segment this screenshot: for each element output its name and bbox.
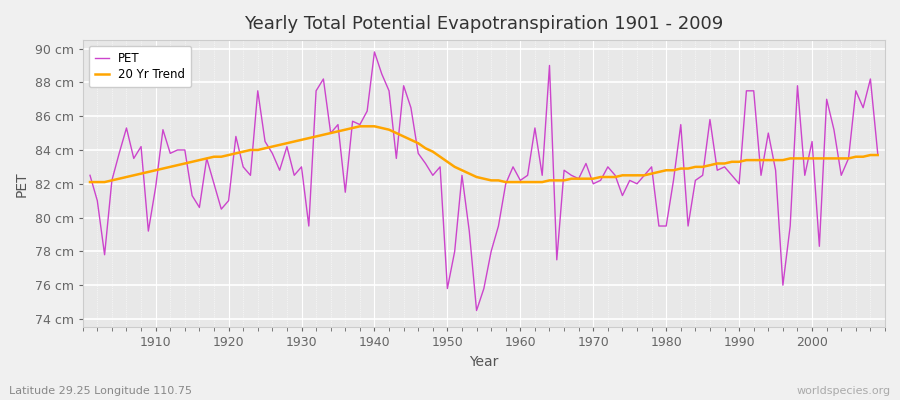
PET xyxy=(303,224,314,228)
20 Yr Trend xyxy=(522,180,533,184)
20 Yr Trend xyxy=(347,126,358,130)
Line: 20 Yr Trend: 20 Yr Trend xyxy=(90,126,878,182)
Text: worldspecies.org: worldspecies.org xyxy=(796,386,891,396)
PET xyxy=(529,126,540,130)
PET xyxy=(522,173,533,178)
PET xyxy=(617,193,628,198)
Text: Latitude 29.25 Longitude 110.75: Latitude 29.25 Longitude 110.75 xyxy=(9,386,192,396)
20 Yr Trend xyxy=(143,170,154,174)
20 Yr Trend xyxy=(515,180,526,184)
PET xyxy=(347,119,358,124)
20 Yr Trend xyxy=(85,180,95,184)
Title: Yearly Total Potential Evapotranspiration 1901 - 2009: Yearly Total Potential Evapotranspiratio… xyxy=(244,15,724,33)
PET xyxy=(872,151,883,156)
PET xyxy=(85,173,95,178)
PET xyxy=(143,229,154,234)
20 Yr Trend xyxy=(355,124,365,129)
20 Yr Trend xyxy=(872,153,883,158)
Y-axis label: PET: PET xyxy=(15,171,29,196)
X-axis label: Year: Year xyxy=(469,355,499,369)
Line: PET: PET xyxy=(90,52,878,310)
PET xyxy=(472,308,482,313)
PET xyxy=(369,50,380,54)
Legend: PET, 20 Yr Trend: PET, 20 Yr Trend xyxy=(88,46,191,87)
20 Yr Trend xyxy=(303,136,314,140)
20 Yr Trend xyxy=(609,175,620,180)
